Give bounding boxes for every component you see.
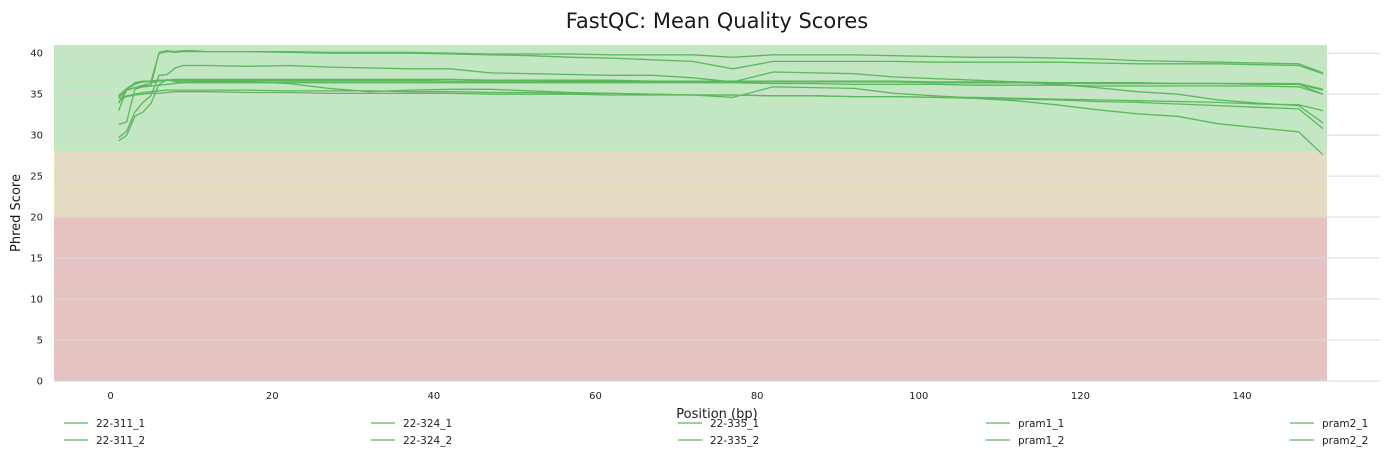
legend-item[interactable]: 22-324_1	[371, 418, 452, 430]
series-line-pram2_1	[118, 79, 1324, 104]
y-axis-label: Phred Score	[9, 174, 24, 252]
y-axis-ticks: 0 5 10 15 20 25 30 35 40	[30, 49, 43, 388]
x-tick-label: 20	[266, 391, 279, 402]
series-line-pram1_1	[118, 91, 1324, 112]
x-axis-label: Position (bp)	[676, 407, 757, 422]
legend-item[interactable]: pram1_1	[986, 418, 1064, 430]
x-tick-label: 140	[1233, 391, 1252, 402]
legend-item[interactable]: pram2_1	[1290, 418, 1368, 430]
legend-label: 22-324_2	[403, 435, 452, 447]
legend-item[interactable]: pram1_2	[986, 435, 1064, 447]
grid-lines	[54, 52, 1380, 382]
y-tick-label: 25	[30, 172, 43, 183]
y-tick-label: 20	[30, 213, 43, 224]
x-tick-label: 80	[751, 391, 764, 402]
legend-item[interactable]: 22-324_2	[371, 435, 452, 447]
chart-title: FastQC: Mean Quality Scores	[566, 9, 869, 33]
series-line-pram1_2	[118, 89, 1324, 130]
legend-label: 22-311_1	[96, 418, 145, 430]
series-lines	[118, 50, 1324, 156]
series-line-pram2_2	[118, 50, 1324, 97]
legend-label: pram2_1	[1322, 418, 1368, 430]
x-axis-ticks: 0 20 40 60 80 100 120 140	[107, 391, 1251, 402]
y-tick-label: 15	[30, 254, 43, 265]
series-line-22-311_2	[118, 82, 1324, 126]
y-tick-label: 35	[30, 90, 43, 101]
series-line-22-335_1	[118, 50, 1324, 98]
legend-item[interactable]: 22-311_2	[64, 435, 145, 447]
legend: 22-311_1 22-311_2 22-324_1 22-324_2 22-335_1…	[64, 418, 1368, 447]
y-tick-label: 10	[30, 295, 43, 306]
y-tick-label: 0	[37, 377, 43, 388]
band-warn	[54, 151, 1327, 218]
legend-label: 22-324_1	[403, 418, 452, 430]
legend-label: pram2_2	[1322, 435, 1368, 447]
y-tick-label: 5	[37, 336, 43, 347]
legend-label: pram1_1	[1018, 418, 1064, 430]
plot-area	[54, 45, 1380, 382]
legend-label: 22-335_2	[710, 435, 759, 447]
x-tick-label: 0	[107, 391, 113, 402]
legend-item[interactable]: 22-311_1	[64, 418, 145, 430]
x-tick-label: 120	[1071, 391, 1090, 402]
series-line-22-324_1	[118, 64, 1324, 139]
legend-label: pram1_2	[1018, 435, 1064, 447]
y-tick-label: 40	[30, 49, 43, 60]
legend-label: 22-311_2	[96, 435, 145, 447]
legend-item[interactable]: pram2_2	[1290, 435, 1368, 447]
legend-item[interactable]: 22-335_1	[678, 418, 759, 430]
legend-label: 22-335_1	[710, 418, 759, 430]
x-tick-label: 40	[428, 391, 441, 402]
x-tick-label: 60	[589, 391, 602, 402]
y-tick-label: 30	[30, 131, 43, 142]
x-tick-label: 100	[909, 391, 928, 402]
legend-item[interactable]: 22-335_2	[678, 435, 759, 447]
